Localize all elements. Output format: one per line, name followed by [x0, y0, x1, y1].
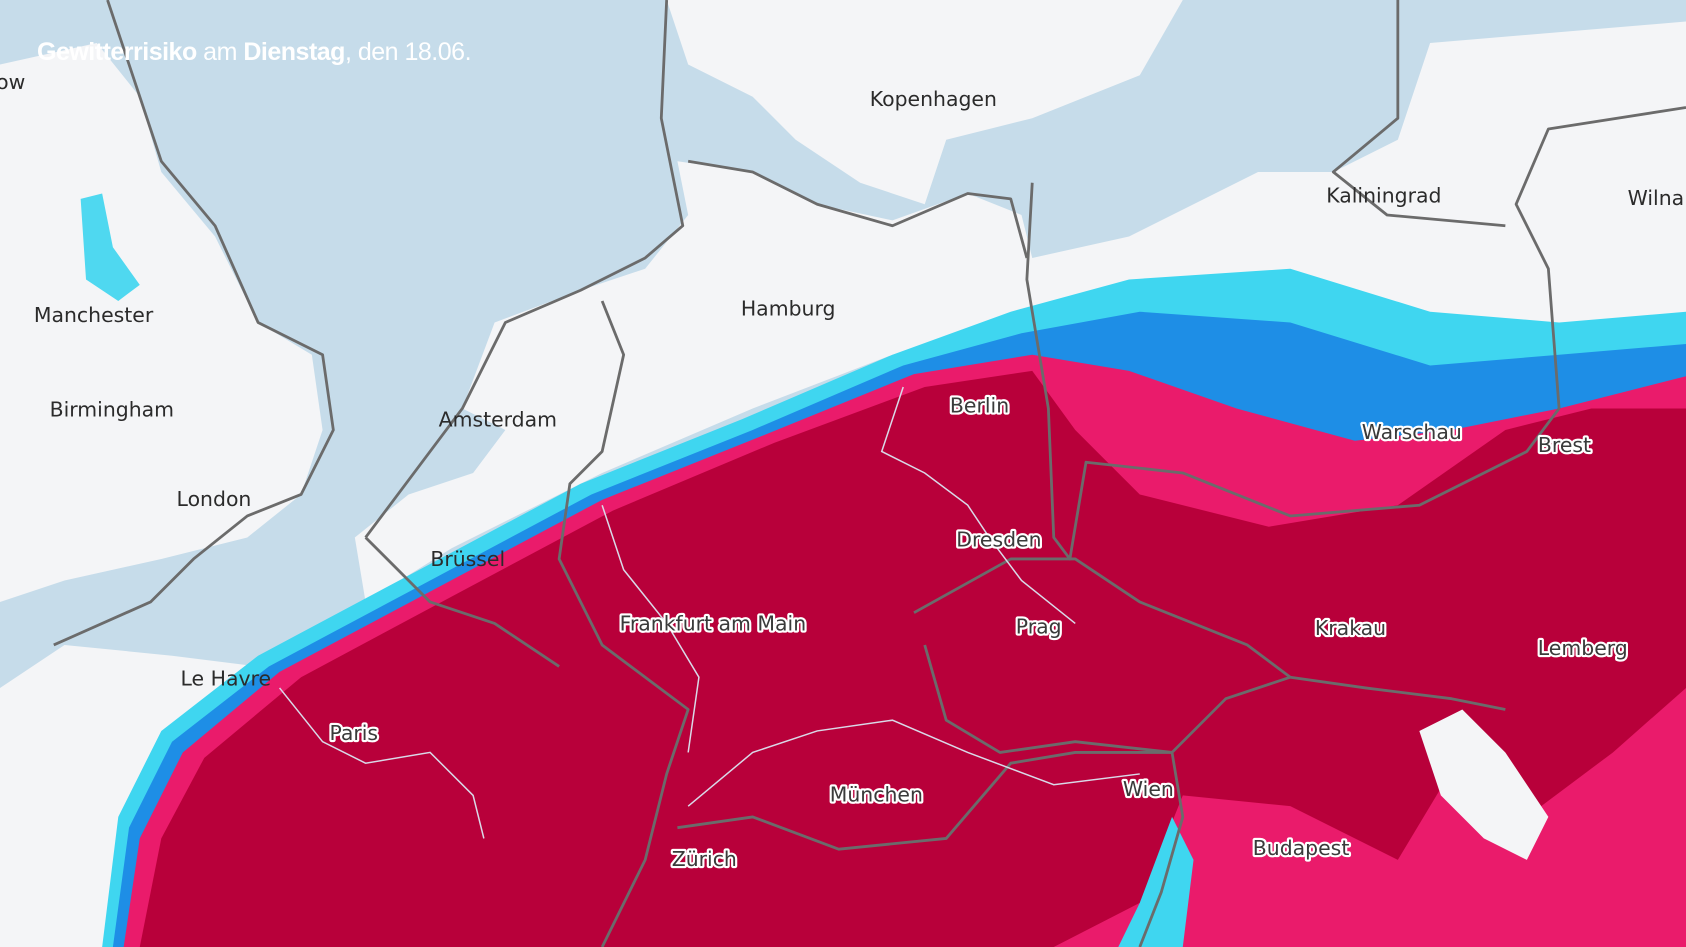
- country-border: [677, 751, 1185, 947]
- city-label-warschau: Warschau: [1362, 420, 1462, 444]
- city-label-krakau: Krakau: [1315, 616, 1386, 640]
- title-topic: Gewitterrisiko: [37, 38, 197, 66]
- city-label-frankfurt: Frankfurt am Main: [620, 612, 807, 636]
- city-label-wien: Wien: [1123, 777, 1174, 801]
- river: [880, 386, 1076, 625]
- city-label-brest: Brest: [1538, 433, 1591, 457]
- city-label-kopenhagen: Kopenhagen: [870, 87, 997, 111]
- country-border: [364, 0, 685, 539]
- city-label-hamburg: Hamburg: [741, 297, 836, 321]
- land-scandinavia: [666, 0, 1183, 205]
- city-label-berlin: Berlin: [950, 393, 1009, 417]
- river: [278, 687, 485, 839]
- city-label-budapest: Budapest: [1253, 836, 1350, 860]
- country-border: [923, 644, 1291, 754]
- river: [601, 504, 700, 753]
- city-label-muenchen: München: [830, 782, 923, 806]
- city-label-lemberg: Lemberg: [1538, 636, 1628, 660]
- country-border: [913, 557, 1506, 711]
- river: [687, 719, 1140, 807]
- city-label-birmingham: Birmingham: [50, 398, 174, 422]
- city-label-amsterdam: Amsterdam: [439, 407, 557, 431]
- title-date: , den 18.06.: [344, 38, 472, 66]
- city-label-london: London: [177, 487, 252, 511]
- land-uk: [0, 42, 323, 602]
- city-label-bruessel: Brüssel: [430, 547, 505, 571]
- country-border: [1025, 106, 1686, 561]
- city-label-glasgow: ow: [0, 70, 25, 94]
- title-day: Dienstag: [243, 38, 345, 66]
- country-border: [53, 0, 335, 647]
- map-title: Gewitterrisiko am Dienstag, den 18.06.: [37, 38, 472, 67]
- city-label-kaliningrad: Kaliningrad: [1326, 184, 1441, 208]
- city-label-wilna: Wilna: [1628, 186, 1685, 210]
- risk-patch-low: [1419, 709, 1549, 860]
- city-label-paris: Paris: [329, 721, 378, 745]
- risk-area-very-high: [139, 370, 1686, 947]
- city-label-manchester: Manchester: [34, 303, 154, 327]
- lake: [80, 193, 140, 301]
- country-border: [687, 159, 1029, 259]
- title-am: am: [196, 38, 244, 66]
- country-border: [557, 300, 690, 947]
- city-label-prag: Prag: [1016, 615, 1062, 639]
- city-label-le-havre: Le Havre: [181, 666, 271, 690]
- country-border: [1331, 0, 1506, 228]
- city-label-zuerich: Zürich: [672, 847, 737, 871]
- city-label-dresden: Dresden: [956, 528, 1041, 552]
- country-border: [364, 536, 560, 668]
